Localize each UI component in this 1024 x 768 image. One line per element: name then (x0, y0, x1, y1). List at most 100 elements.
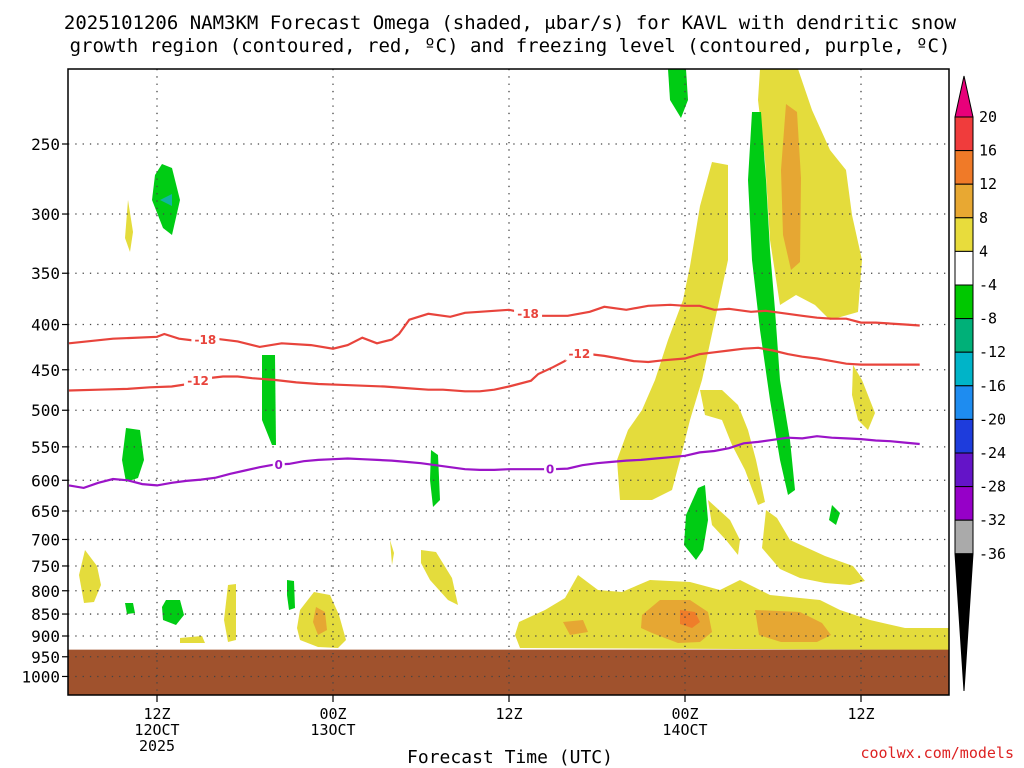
y-tick-label-900: 900 (31, 627, 60, 646)
colorbar-segment-6 (954, 284, 974, 320)
credit-text: coolwx.com/models (860, 744, 1014, 762)
x-tick-label-12-1: 12OCT (134, 721, 179, 739)
colorbar-segment-1 (954, 116, 974, 152)
contour-label--18-1: -18 (517, 307, 539, 321)
omega-region-20 (755, 610, 831, 642)
contour-label--18-0: -18 (195, 333, 217, 347)
y-tick-label-850: 850 (31, 605, 60, 624)
colorbar-label-5: -4 (979, 276, 997, 294)
colorbar-segment-10 (954, 418, 974, 454)
pressure-axis: 250 300 350 400 450 500 550 600 650 700 750 800 850 9… (21, 135, 68, 686)
chart-title-line1: 2025101206 NAM3KM Forecast Omega (shaded… (64, 12, 957, 34)
x-tick-label-48-0: 00Z (671, 705, 698, 723)
colorbar-label-12: -32 (979, 511, 1006, 529)
omega-region-11 (224, 584, 236, 642)
contour-label-bg--12-0 (184, 373, 213, 388)
y-tick-label-350: 350 (31, 264, 60, 283)
y-tick-label-250: 250 (31, 135, 60, 154)
colorbar-label-4: 4 (979, 242, 988, 260)
x-tick-label-12-0: 12Z (143, 705, 170, 723)
y-tick-label-950: 950 (31, 648, 60, 667)
x-tick-label-12-2: 2025 (139, 737, 175, 755)
contour-label-bg--12-1 (565, 346, 594, 361)
colorbar-segment-13 (954, 519, 974, 555)
chart-title-line2: growth region (contoured, red, ºC) and f… (70, 35, 951, 57)
omega-region-16 (515, 575, 949, 650)
colorbar-segment-2 (954, 150, 974, 185)
omega-shading (79, 69, 949, 650)
omega-region-12 (180, 636, 205, 643)
temperature-contours: -18 -18 -12 -12 0 0 (68, 303, 920, 490)
omega-region-25 (748, 112, 795, 495)
omega-region-7 (390, 540, 394, 565)
colorbar-label-13: -36 (979, 545, 1006, 563)
y-tick-label-300: 300 (31, 205, 60, 224)
omega-region-10 (162, 600, 184, 625)
omega-region-3 (262, 355, 276, 445)
contour-label-bg--18-1 (514, 306, 543, 321)
omega-region-4 (122, 428, 144, 482)
colorbar-segment-5 (954, 250, 974, 286)
omega-region-27 (852, 365, 875, 430)
omega-region-2 (160, 194, 172, 206)
omega-region-30 (762, 510, 865, 585)
x-tick-label-60-0: 12Z (847, 705, 874, 723)
omega-region-24 (781, 104, 801, 270)
omega-region-29 (708, 500, 740, 555)
colorbar-segment-8 (954, 351, 974, 387)
contour-label-bg-0-1 (544, 462, 557, 477)
y-tick-label-400: 400 (31, 316, 60, 335)
colorbar-segment-3 (954, 183, 974, 219)
omega-region-19 (563, 620, 588, 635)
colorbar-segment-11 (954, 452, 974, 488)
omega-region-6 (79, 550, 101, 603)
contour-label-0-1: 0 (546, 463, 554, 477)
x-tick-label-24-0: 00Z (319, 705, 346, 723)
colorbar-label-3: 8 (979, 209, 988, 227)
colorbar-segment-4 (954, 217, 974, 252)
colorbar-label-8: -16 (979, 377, 1006, 395)
x-tick-label-36-0: 12Z (495, 705, 522, 723)
colorbar-label-2: 12 (979, 175, 997, 193)
contour-label-bg--18-0 (191, 332, 220, 347)
y-tick-label-550: 550 (31, 438, 60, 457)
colorbar-label-1: 16 (979, 142, 997, 160)
y-tick-label-800: 800 (31, 582, 60, 601)
y-tick-label-450: 450 (31, 361, 60, 380)
omega-colorbar: 20 16 12 8 4 -4 -8 -12 -16 -20 -24 -28 -32 -36 (954, 75, 1006, 692)
y-tick-label-650: 650 (31, 502, 60, 521)
colorbar-label-0: 20 (979, 108, 997, 126)
omega-region-13 (287, 580, 295, 610)
colorbar-label-7: -12 (979, 343, 1006, 361)
contour-line--12 (68, 346, 920, 393)
colorbar-label-11: -28 (979, 478, 1006, 496)
omega-region-18 (680, 610, 700, 628)
y-tick-label-700: 700 (31, 530, 60, 549)
colorbar-segment-9 (954, 385, 974, 420)
x-tick-label-48-1: 14OCT (662, 721, 707, 739)
contour-label-0-0: 0 (275, 458, 283, 472)
contour-line-0 (68, 435, 920, 490)
colorbar-label-6: -8 (979, 310, 997, 328)
omega-region-22 (700, 390, 765, 505)
omega-region-28 (684, 485, 708, 560)
omega-region-26 (668, 69, 688, 118)
colorbar-bottom-arrow (954, 553, 974, 692)
y-tick-label-750: 750 (31, 557, 60, 576)
omega-region-9 (125, 603, 135, 614)
contour-label-bg-0-0 (272, 457, 285, 472)
y-tick-label-1000: 1000 (21, 667, 60, 686)
contour-label--12-0: -12 (187, 374, 209, 388)
y-tick-label-500: 500 (31, 401, 60, 420)
colorbar-top-arrow (954, 75, 974, 118)
y-tick-label-600: 600 (31, 471, 60, 490)
contour-label--12-1: -12 (569, 347, 591, 361)
plot-area: -18 -18 -12 -12 0 0 (67, 68, 950, 696)
colorbar-segment-12 (954, 486, 974, 521)
pressure-gridlines (68, 69, 949, 695)
omega-region-21 (617, 162, 728, 500)
colorbar-segment-7 (954, 318, 974, 353)
x-axis-title: Forecast Time (UTC) (407, 747, 613, 768)
colorbar-label-10: -24 (979, 444, 1006, 462)
